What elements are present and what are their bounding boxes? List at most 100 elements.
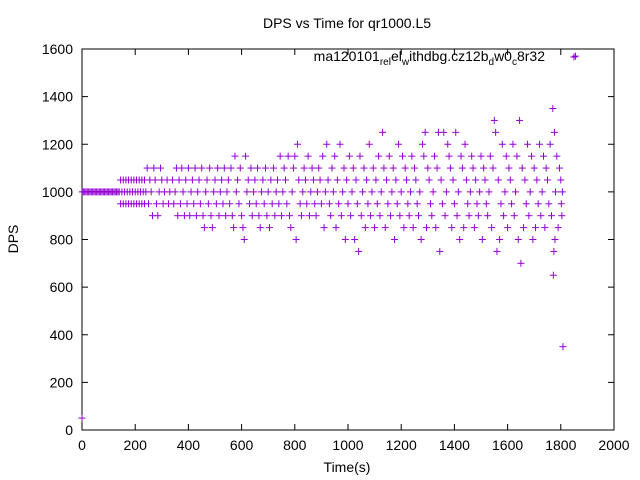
x-tick-label: 1000 <box>332 437 363 453</box>
x-tick-label: 800 <box>283 437 307 453</box>
data-point <box>396 212 404 220</box>
data-point <box>178 164 186 172</box>
data-point <box>281 176 289 184</box>
data-point <box>321 188 329 196</box>
data-point <box>525 212 533 220</box>
data-point <box>303 200 311 208</box>
data-point <box>268 200 276 208</box>
data-point <box>192 212 200 220</box>
data-point <box>472 176 480 184</box>
data-point <box>488 224 496 232</box>
data-point <box>411 164 418 172</box>
data-point <box>363 176 371 184</box>
data-point <box>276 152 284 160</box>
data-point <box>379 128 387 136</box>
data-point <box>395 140 403 148</box>
data-point <box>496 236 504 243</box>
data-point <box>220 164 228 172</box>
data-point <box>307 188 315 196</box>
data-point <box>509 140 517 148</box>
data-point <box>421 128 429 136</box>
data-point <box>262 164 270 172</box>
data-point <box>274 176 282 184</box>
data-point <box>377 188 385 196</box>
data-point <box>183 200 191 208</box>
data-point <box>518 164 526 172</box>
data-point <box>524 140 532 148</box>
data-point <box>554 224 562 232</box>
data-point <box>466 188 474 196</box>
data-point <box>401 164 409 172</box>
data-point <box>550 247 558 255</box>
x-axis-label: Time(s) <box>324 459 371 475</box>
legend-label-part: ma120101 <box>314 48 380 64</box>
data-point <box>403 176 411 184</box>
data-point <box>313 188 321 196</box>
data-point <box>538 188 546 196</box>
data-point <box>442 188 450 196</box>
data-point <box>384 200 392 208</box>
x-tick-label: 1200 <box>386 437 417 453</box>
legend-label-subscript: w <box>401 57 410 68</box>
data-point <box>319 152 327 160</box>
data-point <box>356 152 364 160</box>
data-point <box>551 236 559 243</box>
data-point <box>270 164 278 172</box>
data-point <box>204 200 212 208</box>
data-point <box>432 224 440 232</box>
data-point <box>340 164 348 172</box>
data-point <box>517 259 525 267</box>
data-point <box>433 164 441 172</box>
data-point <box>347 212 355 220</box>
data-point <box>78 414 86 422</box>
data-point <box>293 140 301 148</box>
data-point <box>558 188 566 196</box>
data-point <box>417 236 425 243</box>
data-point <box>361 224 369 232</box>
data-point <box>470 224 478 232</box>
data-point <box>258 188 266 196</box>
data-point <box>426 200 434 208</box>
data-point <box>348 188 356 196</box>
data-point <box>414 212 422 220</box>
data-point <box>152 200 160 208</box>
data-point <box>454 188 462 196</box>
data-point <box>373 200 381 208</box>
data-point <box>179 188 187 196</box>
data-point <box>260 200 268 208</box>
data-point <box>174 212 182 220</box>
data-point <box>380 164 388 172</box>
data-point <box>176 200 184 208</box>
data-point <box>243 188 251 196</box>
data-point <box>532 224 540 232</box>
x-tick-label: 1400 <box>439 437 470 453</box>
data-point <box>248 212 256 220</box>
data-point <box>460 224 468 232</box>
data-point <box>372 176 380 184</box>
data-point <box>369 164 377 172</box>
data-point <box>240 236 248 243</box>
data-point <box>254 164 262 172</box>
x-tick-label: 1800 <box>545 437 576 453</box>
data-point <box>264 188 272 196</box>
data-point <box>541 224 549 232</box>
legend-label-subscript: rel <box>380 57 391 68</box>
data-point <box>501 188 509 196</box>
data-point <box>311 200 319 208</box>
data-point <box>477 152 485 160</box>
legend-marker <box>570 53 578 61</box>
legend-label-part: 8r32 <box>517 48 545 64</box>
data-point <box>287 224 295 232</box>
data-point <box>214 164 222 172</box>
data-point <box>191 164 199 172</box>
data-point <box>412 176 420 184</box>
data-point <box>218 176 226 184</box>
data-point <box>391 236 399 243</box>
data-point <box>408 152 416 160</box>
data-point <box>486 152 494 160</box>
data-point <box>425 176 433 184</box>
chart-title: DPS vs Time for qr1000.L5 <box>263 15 431 31</box>
data-point <box>251 176 259 184</box>
data-point <box>381 224 389 232</box>
data-point <box>301 176 309 184</box>
